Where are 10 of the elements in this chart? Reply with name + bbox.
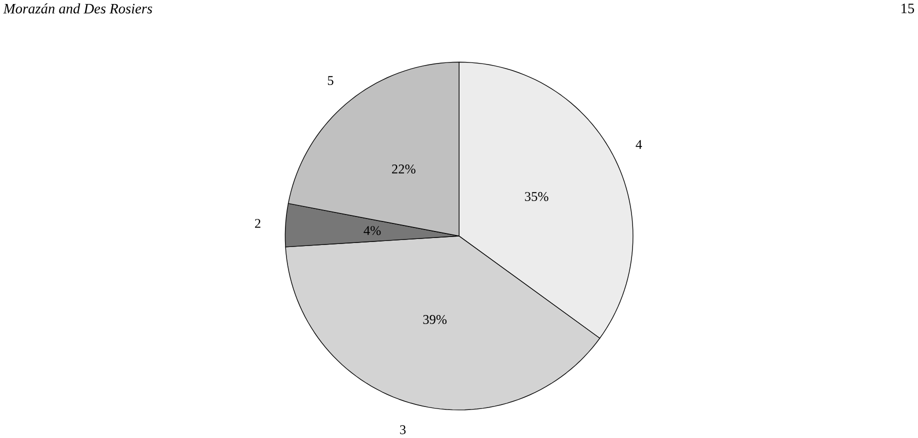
- data-label: 39%: [423, 315, 447, 324]
- text: 15: [902, 4, 914, 14]
- text: Morazán and Des Rosiers: [3, 4, 152, 14]
- data-label: 4%: [364, 226, 381, 236]
- data-label: 35%: [525, 192, 548, 202]
- slice-label: 5: [328, 76, 334, 86]
- slice-label: 2: [255, 219, 260, 228]
- slice-label: 3: [400, 425, 406, 434]
- data-label: 22%: [392, 164, 416, 174]
- slice-label: 4: [636, 140, 642, 150]
